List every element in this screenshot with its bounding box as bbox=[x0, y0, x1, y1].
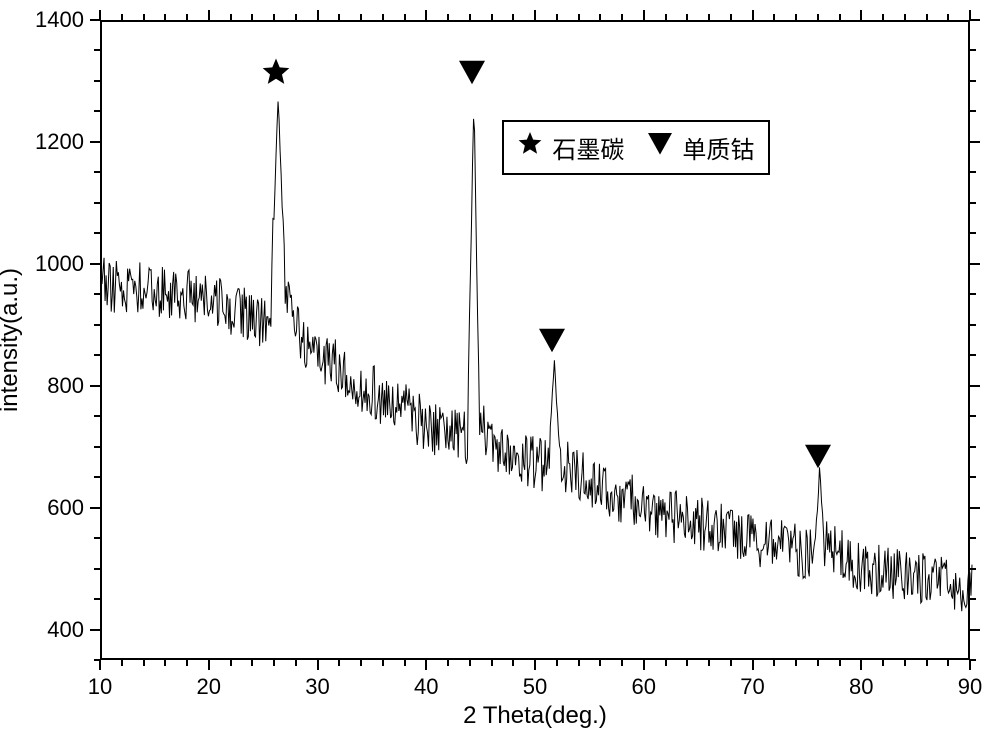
star-icon bbox=[518, 132, 542, 163]
triangle-down-icon bbox=[648, 133, 672, 162]
x-tick-label: 80 bbox=[849, 674, 873, 700]
legend-label: 石墨碳 bbox=[552, 130, 624, 165]
x-tick-label: 60 bbox=[632, 674, 656, 700]
legend-item: 单质钴 bbox=[648, 130, 754, 165]
x-axis-label: 2 Theta(deg.) bbox=[463, 702, 607, 730]
xrd-trace bbox=[102, 22, 972, 662]
x-tick-label: 10 bbox=[88, 674, 112, 700]
plot-area bbox=[100, 20, 970, 660]
y-tick-label: 1400 bbox=[28, 7, 84, 33]
legend-item: 石墨碳 bbox=[518, 130, 624, 165]
legend: 石墨碳 单质钴 bbox=[502, 120, 770, 175]
y-axis-label: intensity(a.u.) bbox=[0, 268, 24, 412]
xrd-chart: 102030405060708090400600800100012001400 … bbox=[0, 0, 1000, 747]
y-tick-label: 1200 bbox=[28, 129, 84, 155]
star-marker bbox=[262, 58, 290, 91]
x-tick-label: 90 bbox=[958, 674, 982, 700]
y-tick-label: 800 bbox=[28, 373, 84, 399]
y-tick-label: 1000 bbox=[28, 251, 84, 277]
x-tick-label: 30 bbox=[305, 674, 329, 700]
triangle-down-marker bbox=[805, 445, 831, 473]
y-tick-label: 600 bbox=[28, 495, 84, 521]
x-tick-label: 40 bbox=[414, 674, 438, 700]
x-tick-label: 70 bbox=[740, 674, 764, 700]
x-tick-label: 50 bbox=[523, 674, 547, 700]
x-tick-label: 20 bbox=[197, 674, 221, 700]
y-tick-label: 400 bbox=[28, 617, 84, 643]
legend-label: 单质钴 bbox=[682, 130, 754, 165]
triangle-down-marker bbox=[539, 329, 565, 357]
triangle-down-marker bbox=[459, 61, 485, 89]
